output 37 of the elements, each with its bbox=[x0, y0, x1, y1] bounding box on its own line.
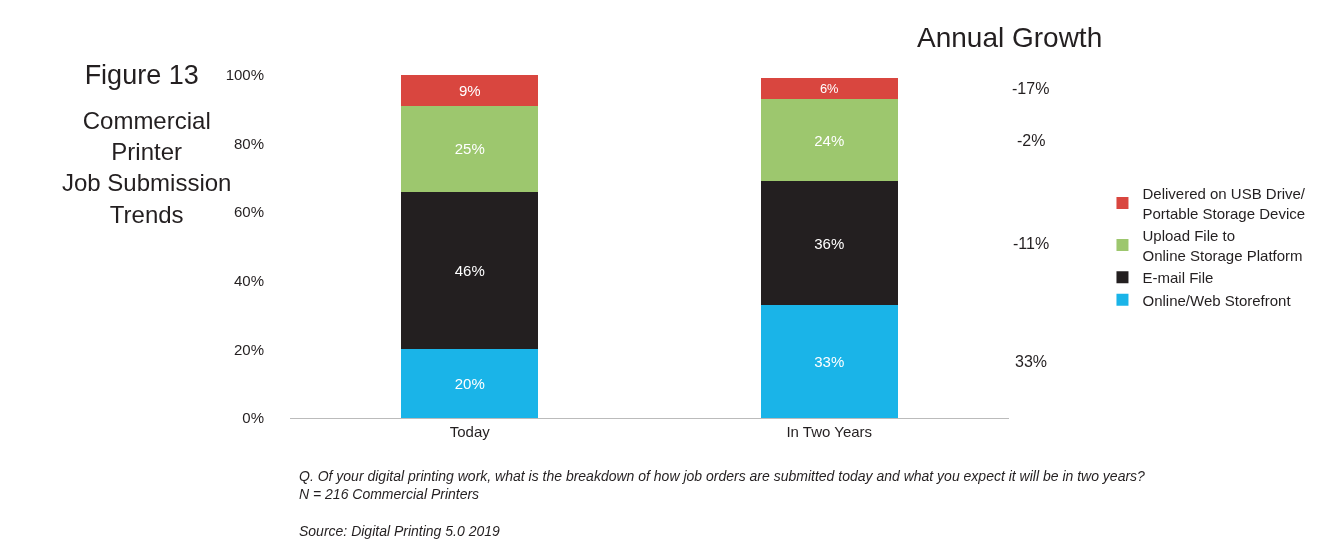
source-note: Source: Digital Printing 5.0 2019 bbox=[299, 523, 500, 539]
chart-title: Figure 13 bbox=[84, 59, 199, 90]
data-label: 46% bbox=[454, 262, 485, 280]
text: -11% bbox=[1013, 235, 1050, 252]
bar bbox=[760, 304, 898, 418]
y-tick-label: 60% bbox=[233, 203, 264, 221]
legend-label: E-mail File bbox=[1142, 269, 1214, 287]
legend-label: Online/Web Storefront bbox=[1142, 291, 1292, 309]
bar bbox=[760, 99, 898, 182]
y-tick-label: 40% bbox=[233, 272, 264, 290]
legend-label: Delivered on USB Drive/ Portable Storage Device bbox=[1142, 185, 1306, 222]
data-label: 36% bbox=[814, 234, 845, 252]
text: Annual Growth bbox=[917, 22, 1103, 53]
bar bbox=[760, 78, 898, 100]
text: Commercial Printer Job Submission Trends bbox=[62, 107, 232, 228]
x-tick-label: Today bbox=[449, 423, 491, 440]
data-label: 25% bbox=[454, 140, 485, 158]
bar bbox=[401, 349, 539, 418]
y-tick-label: 100% bbox=[225, 66, 264, 84]
bar bbox=[401, 75, 539, 106]
bar bbox=[760, 181, 898, 305]
data-label: 6% bbox=[819, 81, 839, 97]
bar bbox=[401, 105, 539, 192]
data-label: 20% bbox=[454, 375, 485, 393]
text: Q. Of your digital printing work, what is the breakdown of how job orders are submitted today and what you expect it will be in two years? N = 216 Commercial Printers bbox=[299, 468, 1146, 503]
x-tick-label: In Two Years bbox=[786, 423, 873, 440]
bar bbox=[401, 191, 539, 350]
text: -17% bbox=[1012, 80, 1050, 97]
data-label: 33% bbox=[814, 352, 845, 370]
text: -2% bbox=[1017, 132, 1046, 149]
text: 33% bbox=[1015, 353, 1048, 370]
y-tick-label: 80% bbox=[233, 134, 264, 152]
data-label: 9% bbox=[458, 81, 481, 99]
y-tick-label: 20% bbox=[233, 340, 264, 358]
y-tick-label: 0% bbox=[242, 409, 264, 427]
legend-label: Upload File to Online Storage Platform bbox=[1142, 227, 1303, 264]
data-label: 24% bbox=[814, 131, 845, 149]
